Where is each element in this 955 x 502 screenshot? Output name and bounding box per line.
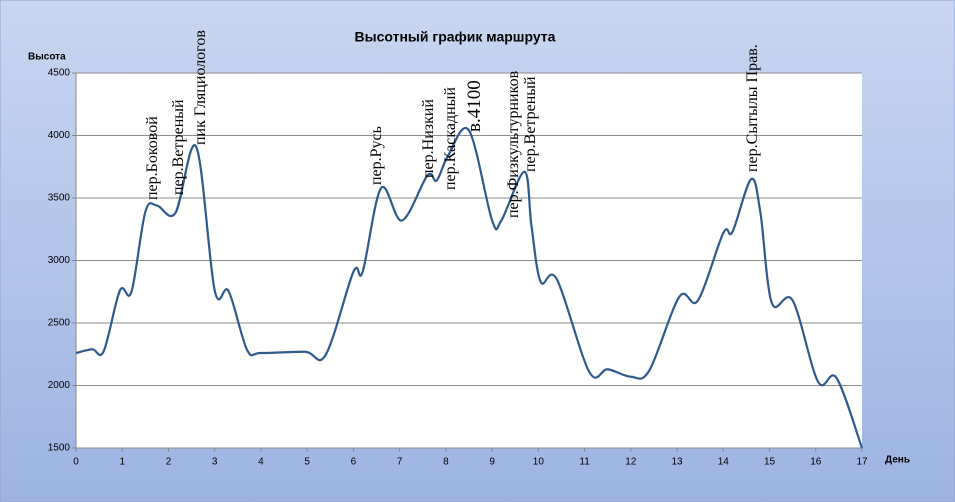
y-tick-label: 3500 xyxy=(48,193,71,204)
x-tick-label: 2 xyxy=(166,457,172,468)
chart-title: Высотный график маршрута xyxy=(355,29,556,45)
annotation: пер.Низкий xyxy=(420,99,437,178)
x-tick-label: 16 xyxy=(810,457,822,468)
x-tick-label: 11 xyxy=(579,457,590,468)
annotation: пик Гляциологов xyxy=(192,30,209,145)
x-tick-label: 17 xyxy=(856,457,868,468)
x-tick-label: 10 xyxy=(533,457,545,468)
x-tick-label: 14 xyxy=(718,457,730,468)
y-tick-label: 1500 xyxy=(48,443,71,454)
annotation: в.4100 xyxy=(464,80,485,132)
annotation: пер.Русь xyxy=(368,126,385,185)
x-tick-label: 12 xyxy=(625,457,637,468)
annotation: пер.Физкультурников xyxy=(505,70,522,218)
annotation: пер.Ветреный xyxy=(522,76,539,172)
x-tick-label: 7 xyxy=(397,457,403,468)
x-tick-label: 13 xyxy=(671,457,683,468)
x-tick-label: 15 xyxy=(764,457,776,468)
x-tick-label: 4 xyxy=(258,457,264,468)
x-tick-label: 8 xyxy=(443,457,449,468)
annotation: пер.Каскадный xyxy=(442,87,459,190)
annotation: пер.Боковой xyxy=(144,116,161,200)
x-tick-label: 6 xyxy=(351,457,357,468)
annotation: пер.Ветреный xyxy=(170,99,187,195)
x-tick-label: 5 xyxy=(304,457,310,468)
y-axis-title: Высота xyxy=(28,52,66,63)
y-tick-label: 4500 xyxy=(48,68,71,79)
x-tick-label: 1 xyxy=(119,457,125,468)
line-series xyxy=(75,127,864,449)
y-tick-label: 2000 xyxy=(48,380,71,391)
y-tick-label: 4000 xyxy=(48,130,71,141)
y-tick-label: 2500 xyxy=(48,318,71,329)
x-tick-label: 0 xyxy=(73,457,79,468)
annotation: пер.Сытылы Прав. xyxy=(744,44,761,172)
x-axis-title: День xyxy=(885,455,910,466)
x-tick-label: 9 xyxy=(489,457,495,468)
y-tick-label: 3000 xyxy=(48,255,71,266)
x-tick-label: 3 xyxy=(212,457,218,468)
